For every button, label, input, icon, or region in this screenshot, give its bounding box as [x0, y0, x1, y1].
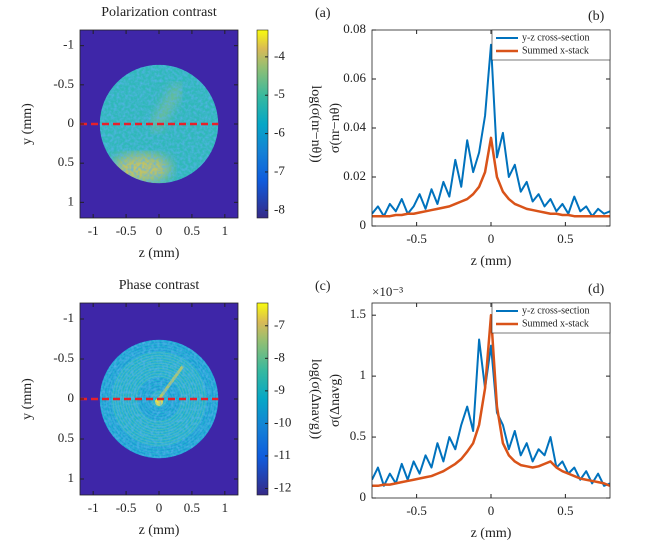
- series-line: [372, 313, 610, 488]
- x-tick-label: 0: [488, 231, 495, 246]
- x-tick-label: -0.5: [406, 231, 427, 246]
- x-tick-label: 0.5: [557, 503, 573, 518]
- plot-area: [372, 313, 610, 488]
- colorbar-tick-label: -12: [274, 479, 291, 494]
- colorbar: [256, 29, 269, 219]
- x-axis-label: z (mm): [471, 526, 512, 541]
- y-tick-label: 0: [68, 115, 75, 130]
- x-axis-label: z (mm): [139, 523, 180, 538]
- series-line: [372, 338, 610, 487]
- y-tick-label: -0.5: [53, 350, 74, 365]
- y-tick-label: 1: [360, 367, 367, 382]
- y-tick-label: 0.06: [343, 70, 366, 85]
- x-tick-label: 1: [222, 500, 229, 515]
- y-axis-label: y (mm): [20, 378, 35, 420]
- panel-title: Phase contrast: [119, 278, 200, 293]
- panel-title: Polarization contrast: [101, 5, 217, 20]
- x-tick-label: -0.5: [116, 223, 137, 238]
- colorbar-label: log(σ(Δnavg)): [308, 359, 323, 440]
- colorbar-tick-label: -8: [274, 201, 285, 216]
- y-multiplier: ×10⁻³: [372, 284, 403, 299]
- y-tick-label: 1: [68, 193, 75, 208]
- series-line: [372, 43, 610, 218]
- colorbar-tick-label: -9: [274, 382, 285, 397]
- legend-label: Summed x-stack: [522, 318, 589, 329]
- legend-label: y-z cross-section: [522, 32, 589, 43]
- y-axis-label: y (mm): [20, 103, 35, 145]
- x-tick-label: -0.5: [116, 500, 137, 515]
- y-axis-label: σ(Δnavg): [328, 374, 343, 427]
- colorbar-tick-label: -11: [274, 447, 291, 462]
- y-tick-label: 0.08: [343, 21, 366, 36]
- colorbar-label: log(σ(nr−nθ)): [308, 85, 323, 163]
- x-axis-label: z (mm): [139, 246, 180, 261]
- y-tick-label: 0: [360, 217, 367, 232]
- x-tick-label: -1: [88, 223, 99, 238]
- panel-label: (d): [588, 282, 605, 297]
- colorbar-tick-label: -8: [274, 349, 285, 364]
- colorbar-tick-label: -4: [274, 48, 285, 63]
- colorbar-tick-label: -7: [274, 317, 285, 332]
- colorbar: [256, 302, 269, 496]
- y-tick-label: 0.5: [350, 428, 366, 443]
- y-tick-label: -1: [63, 310, 74, 325]
- legend-box: [491, 302, 611, 334]
- x-tick-label: 0: [488, 503, 495, 518]
- panel-label: (a): [315, 6, 331, 21]
- x-tick-label: 1: [222, 223, 229, 238]
- y-tick-label: 0.02: [343, 168, 366, 183]
- panel-label: (b): [588, 9, 605, 24]
- legend-label: Summed x-stack: [522, 45, 589, 56]
- legend-label: y-z cross-section: [522, 305, 589, 316]
- y-axis-label: σ(nr−nθ): [328, 103, 343, 153]
- colorbar-tick-label: -7: [274, 163, 285, 178]
- y-tick-label: 1.5: [350, 306, 366, 321]
- axes-box: [371, 302, 611, 499]
- axes-box: [371, 29, 611, 227]
- x-axis-label: z (mm): [471, 254, 512, 269]
- axes-box: [79, 29, 239, 219]
- x-tick-label: 0.5: [184, 500, 200, 515]
- legend-box: [491, 29, 611, 61]
- y-tick-label: 0: [68, 390, 75, 405]
- plot-area: [372, 43, 610, 218]
- y-tick-label: -0.5: [53, 76, 74, 91]
- x-tick-label: 0.5: [184, 223, 200, 238]
- y-tick-label: 0.5: [58, 430, 74, 445]
- x-tick-label: -0.5: [406, 503, 427, 518]
- y-tick-label: -1: [63, 37, 74, 52]
- x-tick-label: 0: [156, 500, 163, 515]
- x-tick-label: 0.5: [557, 231, 573, 246]
- y-tick-label: 1: [68, 470, 75, 485]
- y-tick-label: 0: [360, 489, 367, 504]
- axes-box: [79, 302, 239, 496]
- x-tick-label: -1: [88, 500, 99, 515]
- panel-label: (c): [315, 279, 331, 294]
- series-line: [372, 136, 610, 218]
- x-tick-label: 0: [156, 223, 163, 238]
- colorbar-tick-label: -6: [274, 125, 285, 140]
- y-tick-label: 0.5: [58, 154, 74, 169]
- y-tick-label: 0.04: [343, 119, 366, 134]
- colorbar-tick-label: -10: [274, 414, 291, 429]
- colorbar-tick-label: -5: [274, 86, 285, 101]
